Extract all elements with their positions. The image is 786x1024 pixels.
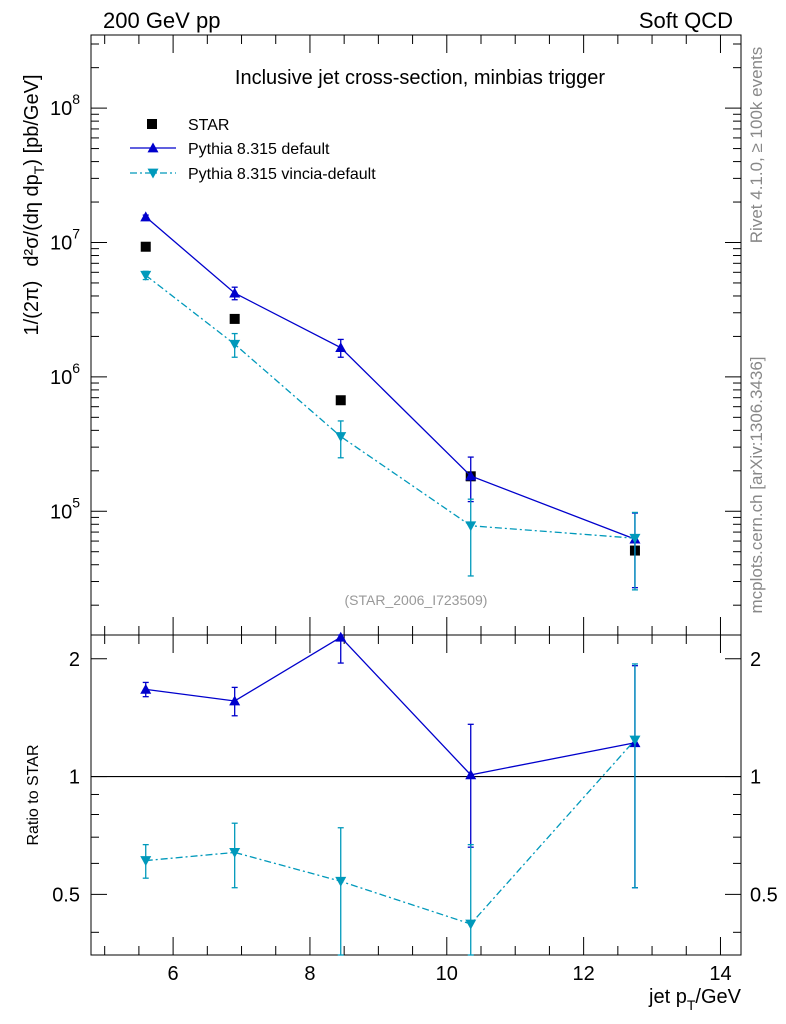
ratio-y-tick-label: 1 xyxy=(69,767,80,789)
ratio-data-point xyxy=(140,683,152,694)
legend-pythia-default-label: Pythia 8.315 default xyxy=(188,141,330,158)
main-series-triangle-up xyxy=(140,211,641,589)
ratio-axes: 0.5 0.51 12 26 8 10 12 14 xyxy=(52,635,778,985)
ratio-y-tick-label: 2 xyxy=(69,649,80,671)
main-y-tick-label: 106 xyxy=(50,360,80,389)
legend: STAR Pythia 8.315 default Pythia 8.315 v… xyxy=(130,117,376,183)
ylabel-main: d²σ/(dη dp xyxy=(21,174,43,266)
main-data-point xyxy=(140,241,151,252)
main-data-point xyxy=(335,342,347,353)
ratio-data-point xyxy=(465,919,477,930)
main-series-square xyxy=(140,241,640,556)
main-series-line xyxy=(145,216,636,540)
main-data-point xyxy=(229,287,241,298)
xlabel-main: jet p xyxy=(648,986,687,1008)
ratio-y-tick-label-right: 0.5 xyxy=(750,884,778,906)
ratio-y-tick-label-right: 1 xyxy=(750,767,761,789)
legend-vincia-marker xyxy=(147,168,159,179)
rivet-label: Rivet 4.1.0, ≥ 100k events xyxy=(747,47,766,243)
main-data-point xyxy=(140,211,152,222)
header-right: Soft QCD xyxy=(639,8,733,33)
ratio-data-point xyxy=(629,735,641,746)
x-tick-label: 12 xyxy=(573,963,595,985)
main-data-point xyxy=(140,270,152,281)
header-left: 200 GeV pp xyxy=(103,8,220,33)
ratio-data-point xyxy=(229,848,241,858)
ratio-series-triangle-up xyxy=(140,631,641,889)
analysis-watermark: (STAR_2006_I723509) xyxy=(345,592,488,608)
ratio-series-line xyxy=(145,636,636,776)
xlabel-sub: T xyxy=(687,997,696,1013)
main-data-point xyxy=(465,470,477,481)
x-tick-label: 6 xyxy=(168,963,179,985)
main-series xyxy=(140,211,641,591)
legend-star-label: STAR xyxy=(188,117,229,134)
main-y-tick-label: 108 xyxy=(50,91,80,120)
x-tick-label: 8 xyxy=(304,963,315,985)
ratio-data-point xyxy=(229,695,241,706)
main-y-tick-label: 105 xyxy=(50,494,80,523)
ratio-y-tick-label: 0.5 xyxy=(52,884,80,906)
main-data-point xyxy=(629,533,641,544)
main-data-point xyxy=(335,432,347,443)
ratio-series-triangle-down xyxy=(140,663,641,956)
ratio-y-axis-label: Ratio to STAR xyxy=(25,744,42,845)
ylabel-sub: T xyxy=(31,165,47,174)
ratio-data-point xyxy=(140,856,152,867)
chart-title: Inclusive jet cross-section, minbias tri… xyxy=(235,67,605,89)
main-data-point xyxy=(335,395,346,406)
x-axis-label: jet pT/GeV xyxy=(648,986,742,1013)
ratio-series xyxy=(140,631,641,956)
main-series-triangle-down xyxy=(140,270,641,591)
mcplots-label: mcplots.cern.ch [arXiv:1306.3436] xyxy=(747,356,766,613)
xlabel-suffix: /GeV xyxy=(695,986,741,1008)
ylabel-prefix: 1/(2π) xyxy=(21,281,43,336)
main-data-point xyxy=(465,521,477,532)
main-y-axis-label: 1/(2π) d²σ/(dη dpT) [pb/GeV] xyxy=(21,74,47,335)
ratio-series-line xyxy=(145,739,636,925)
main-axes: 105 106 107 108 xyxy=(50,35,741,635)
x-tick-label: 10 xyxy=(436,963,458,985)
main-series-line xyxy=(145,274,635,539)
svg-text:1/(2π)d²σ/(dη dpT) [pb/GeV]: 1/(2π) d²σ/(dη dpT) [pb/GeV] xyxy=(21,74,47,335)
main-data-point xyxy=(229,339,241,350)
legend-star-marker xyxy=(147,119,157,129)
ylabel-suffix: ) [pb/GeV] xyxy=(21,74,43,165)
ratio-panel-frame xyxy=(90,634,742,956)
legend-pythia-default-marker xyxy=(147,142,159,153)
main-y-tick-label: 107 xyxy=(50,225,80,254)
ratio-data-point xyxy=(335,876,347,887)
ratio-data-point xyxy=(465,769,477,780)
ratio-y-tick-label-right: 2 xyxy=(750,649,761,671)
ratio-data-point xyxy=(335,631,347,642)
legend-vincia-label: Pythia 8.315 vincia-default xyxy=(188,166,376,183)
main-data-point xyxy=(229,313,240,324)
x-tick-label: 14 xyxy=(709,963,731,985)
